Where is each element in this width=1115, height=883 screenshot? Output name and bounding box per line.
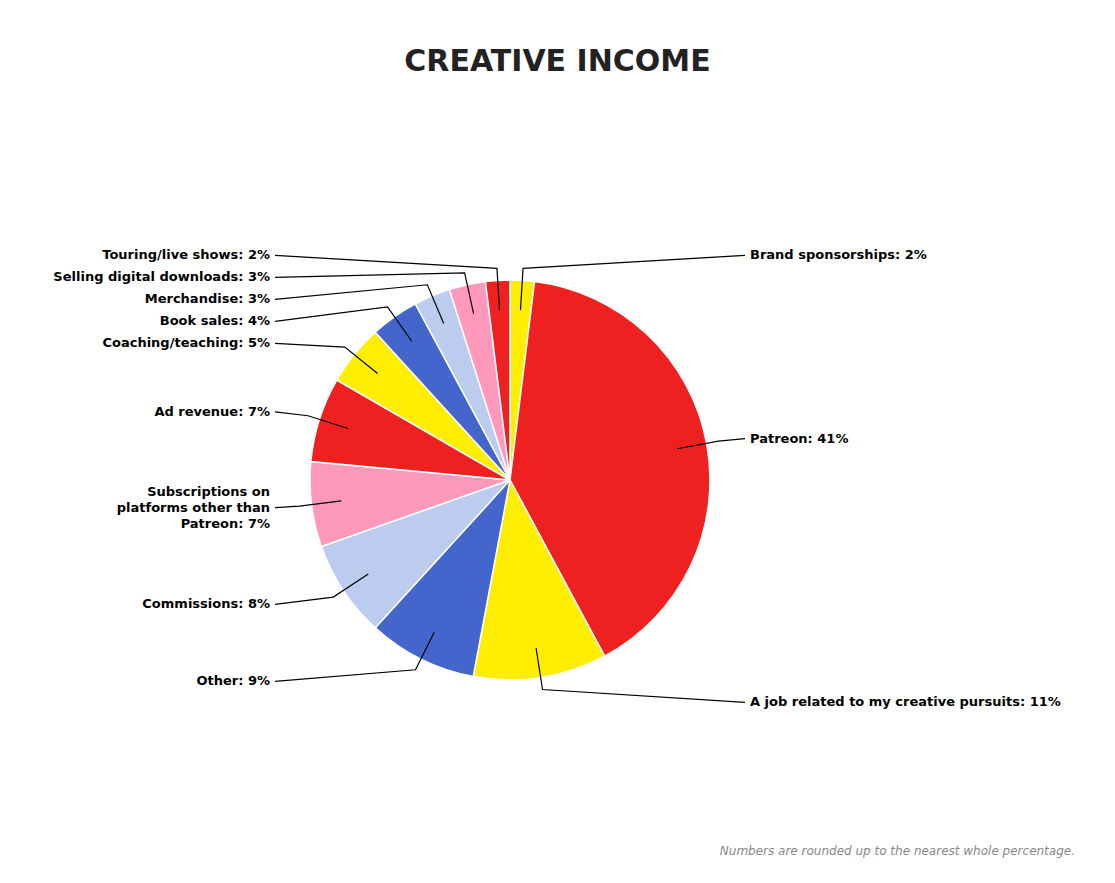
slice-label: Patreon: 41% bbox=[750, 430, 848, 445]
slice-label: A job related to my creative pursuits: 1… bbox=[750, 694, 1061, 709]
leader-line bbox=[677, 439, 745, 449]
leader-line bbox=[275, 501, 341, 508]
leader-line bbox=[275, 285, 444, 324]
leader-line bbox=[275, 412, 348, 429]
leader-line bbox=[536, 648, 745, 702]
leader-line bbox=[275, 273, 474, 314]
slice-label: Coaching/teaching: 5% bbox=[102, 335, 270, 350]
labels: Brand sponsorships: 2% Patreon: 41% A job … bbox=[53, 247, 1060, 709]
slice-label: Other: 9% bbox=[196, 673, 270, 688]
slices bbox=[310, 280, 710, 680]
slice-label: Brand sponsorships: 2% bbox=[750, 247, 927, 262]
leader-line bbox=[275, 255, 500, 310]
slice-label: Subscriptions onplatforms other thanPatr… bbox=[117, 483, 270, 530]
leader-line bbox=[275, 632, 434, 681]
slice bbox=[485, 280, 510, 480]
chart: CREATIVE INCOME Brand sponsorships: 2% Pat… bbox=[0, 0, 1115, 883]
slice-label: Book sales: 4% bbox=[160, 313, 270, 328]
footnote: Numbers are rounded up to the nearest wh… bbox=[720, 844, 1075, 858]
title: CREATIVE INCOME bbox=[404, 43, 710, 78]
leader-line bbox=[275, 307, 412, 341]
leader-line bbox=[520, 255, 745, 310]
slice-label: Ad revenue: 7% bbox=[154, 403, 270, 418]
slice-label: Merchandise: 3% bbox=[145, 291, 270, 306]
leader-line bbox=[275, 574, 368, 604]
leader-line bbox=[275, 343, 378, 373]
slice-label: Touring/live shows: 2% bbox=[102, 247, 270, 262]
slice-label: Selling digital downloads: 3% bbox=[53, 269, 270, 284]
slice-label: Commissions: 8% bbox=[142, 596, 270, 611]
